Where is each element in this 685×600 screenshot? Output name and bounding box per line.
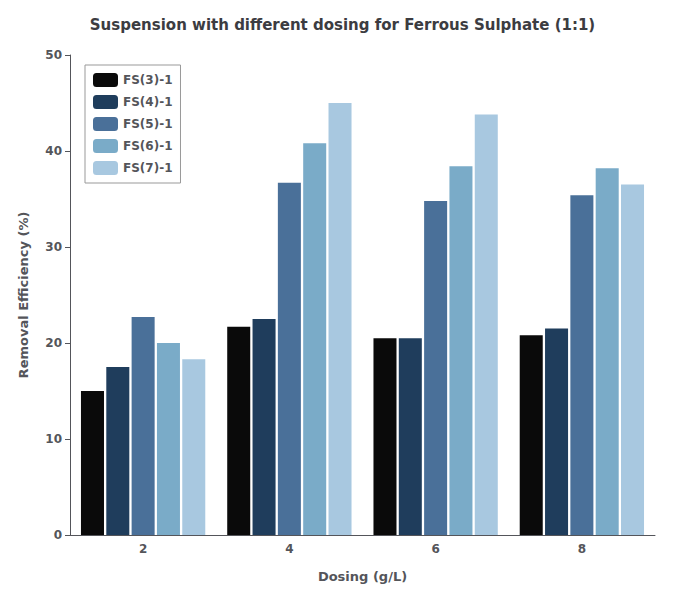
svg-text:FS(6)-1: FS(6)-1	[123, 139, 173, 153]
svg-text:Dosing (g/L): Dosing (g/L)	[318, 569, 407, 584]
svg-text:6: 6	[431, 542, 439, 556]
svg-text:30: 30	[45, 240, 62, 254]
svg-text:FS(4)-1: FS(4)-1	[123, 95, 173, 109]
svg-text:10: 10	[45, 432, 62, 446]
svg-text:2: 2	[139, 542, 147, 556]
svg-text:Removal Efficiency (%): Removal Efficiency (%)	[16, 212, 31, 379]
svg-text:8: 8	[578, 542, 586, 556]
svg-text:40: 40	[45, 144, 62, 158]
svg-text:50: 50	[45, 48, 62, 62]
svg-text:20: 20	[45, 336, 62, 350]
svg-text:0: 0	[54, 528, 62, 542]
svg-text:FS(7)-1: FS(7)-1	[123, 161, 173, 175]
svg-text:Suspension with different dosi: Suspension with different dosing for Fer…	[90, 16, 595, 34]
svg-text:4: 4	[285, 542, 293, 556]
svg-text:FS(3)-1: FS(3)-1	[123, 73, 173, 87]
svg-text:FS(5)-1: FS(5)-1	[123, 117, 173, 131]
